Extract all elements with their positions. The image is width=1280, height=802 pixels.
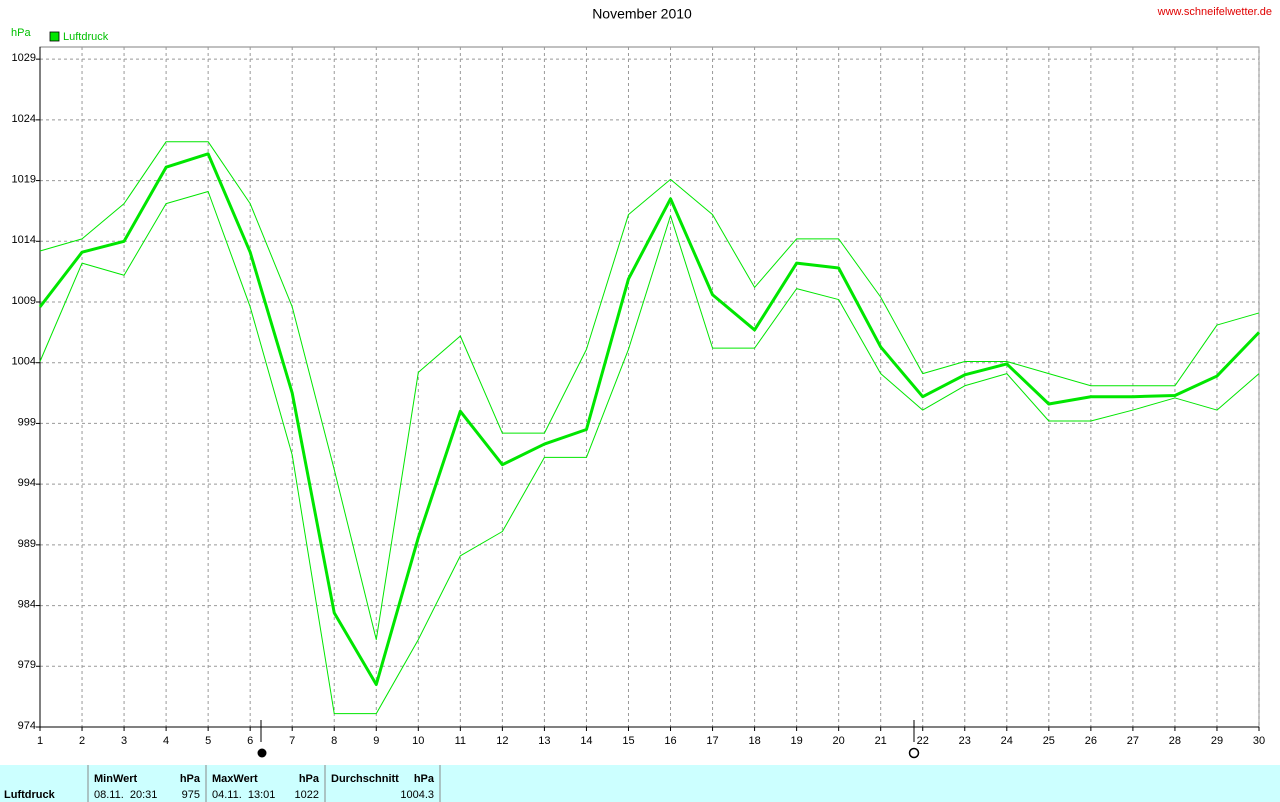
data-line xyxy=(39,141,1260,641)
y-tick-label: 984 xyxy=(18,598,36,610)
x-tick-label: 17 xyxy=(706,735,718,747)
new-moon-icon xyxy=(908,747,920,759)
y-tick-label: 974 xyxy=(18,720,36,732)
y-tick-label: 994 xyxy=(18,477,36,489)
full-moon-icon xyxy=(257,748,267,758)
source-label: www.schneifelwetter.de xyxy=(1157,6,1272,18)
x-tick-label: 4 xyxy=(163,735,169,747)
x-tick-label: 1 xyxy=(37,735,43,747)
x-tick-label: 30 xyxy=(1253,735,1265,747)
summary-time: 04.11. 13:01 xyxy=(212,789,275,801)
x-tick-label: 22 xyxy=(917,735,929,747)
y-tick-label: 1014 xyxy=(12,234,36,246)
x-tick-label: 29 xyxy=(1211,735,1223,747)
x-tick-label: 20 xyxy=(833,735,845,747)
y-tick-label: 1024 xyxy=(12,113,36,125)
legend-label: Luftdruck xyxy=(63,31,109,43)
x-tick-label: 16 xyxy=(664,735,676,747)
summary-background xyxy=(0,765,1280,802)
y-unit-label: hPa xyxy=(11,27,31,39)
x-tick-label: 21 xyxy=(875,735,887,747)
x-tick-label: 2 xyxy=(79,735,85,747)
summary-header: MinWert xyxy=(94,773,138,785)
summary-value: 975 xyxy=(182,789,200,801)
summary-row-label: Luftdruck xyxy=(4,789,56,801)
y-tick-label: 1029 xyxy=(12,52,36,64)
chart-title: November 2010 xyxy=(592,6,692,22)
x-tick-label: 26 xyxy=(1085,735,1097,747)
x-tick-label: 18 xyxy=(748,735,760,747)
x-tick-label: 7 xyxy=(289,735,295,747)
summary-unit: hPa xyxy=(299,773,320,785)
x-tick-label: 19 xyxy=(790,735,802,747)
summary-header: Durchschnitt xyxy=(331,773,399,785)
data-line xyxy=(39,191,1260,715)
x-tick-label: 11 xyxy=(455,735,466,747)
summary-time: 08.11. 20:31 xyxy=(94,789,157,801)
summary-unit: hPa xyxy=(414,773,435,785)
x-tick-label: 27 xyxy=(1127,735,1139,747)
y-tick-label: 979 xyxy=(18,659,36,671)
y-tick-label: 1019 xyxy=(12,173,36,185)
summary-unit: hPa xyxy=(180,773,201,785)
x-tick-label: 15 xyxy=(622,735,634,747)
y-tick-label: 1009 xyxy=(12,295,36,307)
x-tick-label: 10 xyxy=(412,735,424,747)
summary-value: 1022 xyxy=(295,789,319,801)
data-line xyxy=(38,152,1261,686)
y-tick-label: 1004 xyxy=(12,356,36,368)
x-tick-label: 14 xyxy=(580,735,592,747)
x-tick-label: 13 xyxy=(538,735,550,747)
x-tick-label: 6 xyxy=(247,735,253,747)
y-tick-label: 989 xyxy=(18,538,36,550)
x-tick-label: 3 xyxy=(121,735,127,747)
plot-frame xyxy=(39,46,1260,728)
x-tick-label: 23 xyxy=(959,735,971,747)
y-tick-label: 999 xyxy=(18,416,36,428)
x-tick-label: 12 xyxy=(496,735,508,747)
summary-value: 1004.3 xyxy=(400,789,434,801)
x-tick-label: 24 xyxy=(1001,735,1013,747)
x-tick-label: 28 xyxy=(1169,735,1181,747)
x-tick-label: 9 xyxy=(373,735,379,747)
legend-swatch xyxy=(49,31,60,42)
summary-header: MaxWert xyxy=(212,773,258,785)
x-tick-label: 25 xyxy=(1043,735,1055,747)
x-tick-label: 5 xyxy=(205,735,211,747)
x-tick-label: 8 xyxy=(331,735,337,747)
